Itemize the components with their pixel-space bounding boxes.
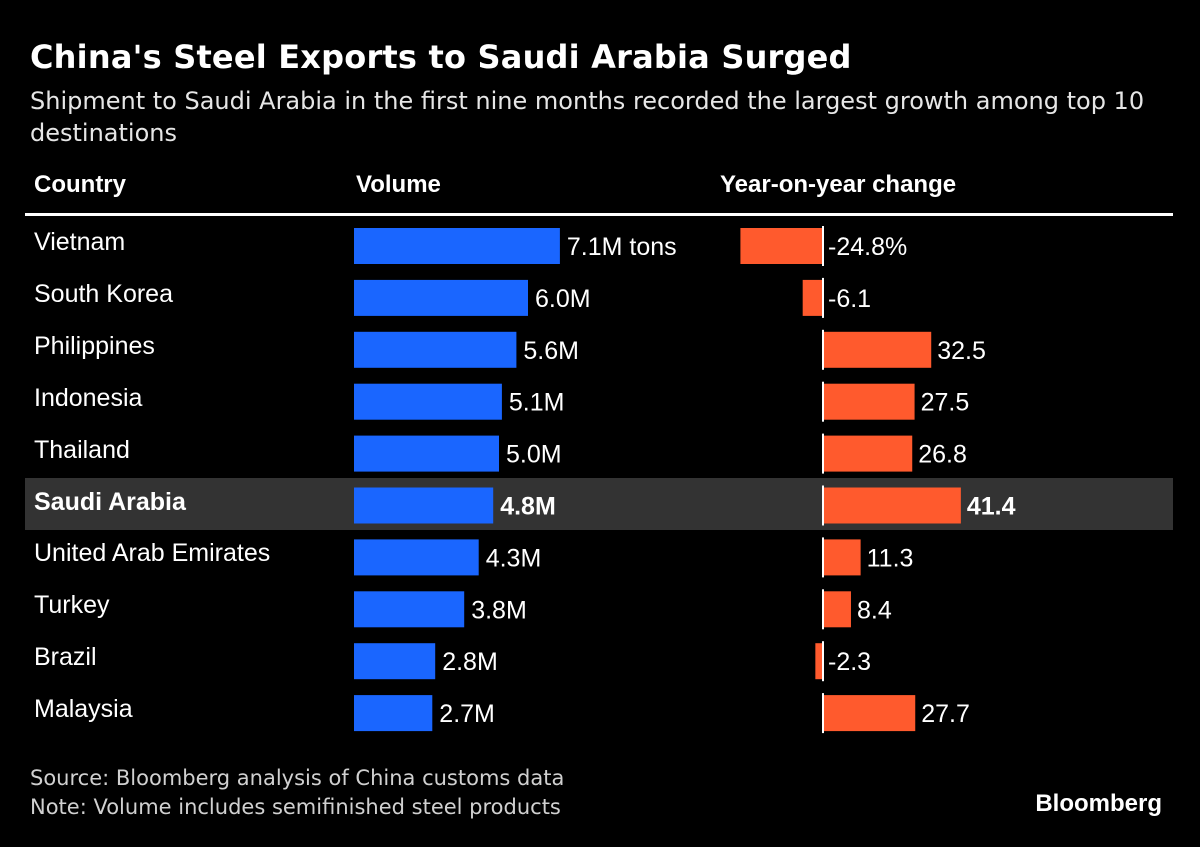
volume-bar-south-korea <box>354 279 528 316</box>
yoy-label-vietnam: -24.8% <box>828 233 907 261</box>
country-column-header: Country <box>34 171 126 198</box>
chart-subtitle: Shipment to Saudi Arabia in the first ni… <box>30 87 1145 147</box>
yoy-bar-philippines <box>823 331 932 368</box>
yoy-label-indonesia: 27.5 <box>921 389 970 417</box>
yoy-bar-vietnam <box>740 228 823 264</box>
yoy-bar-south-korea <box>802 279 823 316</box>
yoy-label-brazil: -2.3 <box>828 648 871 676</box>
yoy-bar-brazil <box>815 643 823 680</box>
country-label-vietnam: Vietnam <box>34 228 126 256</box>
yoy-bar-thailand <box>823 435 913 472</box>
yoy-label-south-korea: -6.1 <box>828 285 871 313</box>
yoy-bar-saudi-arabia <box>823 487 961 524</box>
country-label-thailand: Thailand <box>34 435 130 464</box>
volume-label-united-arab-emirates: 4.3M <box>486 544 542 572</box>
yoy-label-turkey: 8.4 <box>857 596 892 624</box>
volume-column-header: Volume <box>356 171 441 198</box>
yoy-label-thailand: 26.8 <box>918 441 967 469</box>
yoy-column-header: Year-on-year change <box>720 171 957 198</box>
yoy-bar-turkey <box>823 591 851 628</box>
volume-label-brazil: 2.8M <box>442 648 498 676</box>
volume-bar-vietnam <box>354 228 560 264</box>
country-label-brazil: Brazil <box>34 643 97 672</box>
volume-note: Note: Volume includes semifinished steel… <box>30 795 561 819</box>
chart-title: China's Steel Exports to Saudi Arabia Su… <box>30 38 852 76</box>
volume-bar-thailand <box>354 435 499 472</box>
country-label-united-arab-emirates: United Arab Emirates <box>34 539 271 568</box>
volume-label-saudi-arabia: 4.8M <box>500 493 556 521</box>
header-divider <box>25 213 1173 216</box>
yoy-bar-united-arab-emirates <box>823 539 861 576</box>
yoy-label-united-arab-emirates: 11.3 <box>867 544 914 572</box>
volume-label-malaysia: 2.7M <box>439 700 495 728</box>
volume-label-south-korea: 6.0M <box>535 285 591 313</box>
volume-bar-indonesia <box>354 383 502 420</box>
volume-bar-philippines <box>354 331 517 368</box>
volume-bar-malaysia <box>354 695 433 732</box>
country-label-saudi-arabia: Saudi Arabia <box>34 487 186 516</box>
volume-label-indonesia: 5.1M <box>509 389 565 417</box>
yoy-label-philippines: 32.5 <box>937 337 986 365</box>
volume-label-turkey: 3.8M <box>471 596 527 624</box>
volume-bar-saudi-arabia <box>354 487 494 524</box>
yoy-bar-malaysia <box>823 695 916 732</box>
volume-bar-united-arab-emirates <box>354 539 479 576</box>
yoy-label-malaysia: 27.7 <box>921 700 970 728</box>
country-label-turkey: Turkey <box>34 591 110 620</box>
country-label-philippines: Philippines <box>34 331 155 360</box>
country-label-indonesia: Indonesia <box>34 383 143 412</box>
country-label-malaysia: Malaysia <box>34 695 133 724</box>
volume-bar-turkey <box>354 591 465 628</box>
volume-label-vietnam: 7.1M tons <box>567 233 677 261</box>
highlight-row-background <box>25 478 1173 530</box>
country-label-south-korea: South Korea <box>34 279 173 308</box>
yoy-bar-indonesia <box>823 383 915 420</box>
bloomberg-logo: Bloomberg <box>1035 790 1162 817</box>
volume-label-thailand: 5.0M <box>506 441 562 469</box>
volume-bar-brazil <box>354 643 436 680</box>
source-note: Source: Bloomberg analysis of China cust… <box>30 766 565 790</box>
volume-label-philippines: 5.6M <box>523 337 579 365</box>
yoy-label-saudi-arabia: 41.4 <box>967 493 1016 521</box>
